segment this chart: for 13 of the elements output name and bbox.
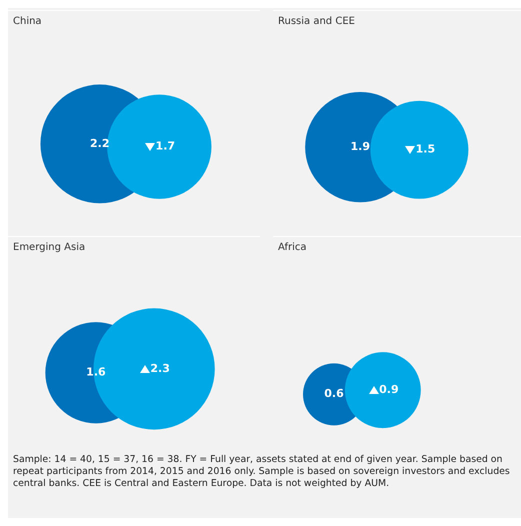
- text: Russia and CEE: [278, 16, 355, 27]
- text: Africa: [278, 242, 307, 253]
- data-label: 1.5: [416, 142, 436, 156]
- data-label: 2.2: [90, 136, 110, 150]
- data-label: 0.9: [379, 382, 399, 396]
- data-label: 1.6: [86, 366, 106, 379]
- data-label: 0.6: [324, 387, 344, 400]
- data-label: 2.3: [150, 362, 170, 375]
- text: Emerging Asia: [13, 242, 86, 253]
- data-label: 1.9: [350, 140, 370, 153]
- text: Sample: 14 = 40, 15 = 37, 16 = 38. FY = Full year, assets stated at end of given year. Sample based on repeat participants from 2014, 2015 and 2016 only. Sample is based on sovereign investors and excludes central banks. CEE is Central and Eastern Europe. Data is not weighted by AUM.: [13, 454, 511, 490]
- text: China: [13, 16, 42, 27]
- data-label: 1.7: [156, 140, 176, 153]
